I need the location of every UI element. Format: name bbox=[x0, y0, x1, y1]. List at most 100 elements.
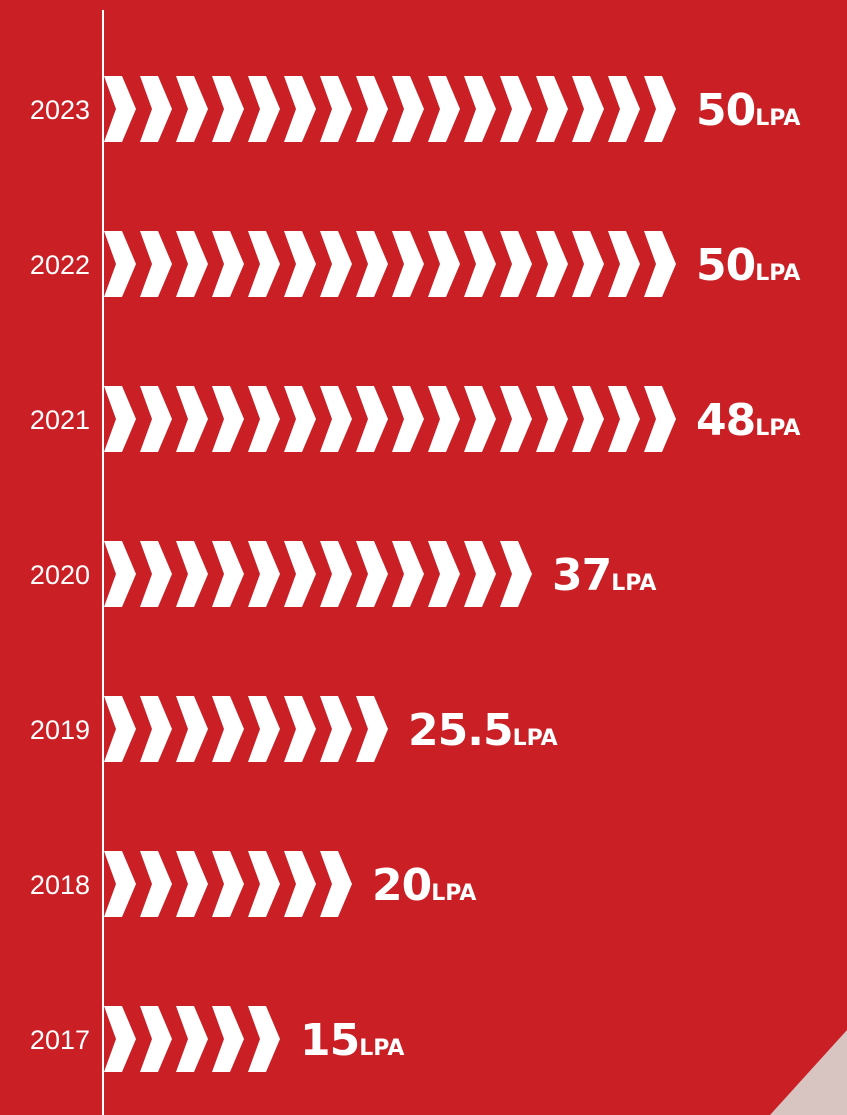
value-label-2019: 25.5LPA bbox=[408, 705, 558, 756]
chevron-mark bbox=[320, 541, 352, 607]
chevron-mark bbox=[572, 386, 604, 452]
bar-2023 bbox=[104, 76, 676, 142]
chevron-mark bbox=[248, 851, 280, 917]
chevron-mark bbox=[320, 76, 352, 142]
bar-2017 bbox=[104, 1006, 280, 1072]
value-unit: LPA bbox=[755, 106, 800, 131]
chevron-mark bbox=[392, 386, 424, 452]
chevron-mark bbox=[104, 696, 136, 762]
chevron-mark bbox=[284, 541, 316, 607]
corner-decoration bbox=[770, 1030, 847, 1115]
chevron-mark bbox=[176, 231, 208, 297]
chevron-mark bbox=[536, 231, 568, 297]
chevron-mark bbox=[176, 1006, 208, 1072]
chevron-mark bbox=[500, 231, 532, 297]
chevron-mark bbox=[572, 76, 604, 142]
value-number: 50 bbox=[696, 85, 755, 136]
chevron-mark bbox=[428, 231, 460, 297]
chevron-mark bbox=[536, 386, 568, 452]
chevron-mark bbox=[212, 696, 244, 762]
value-unit: LPA bbox=[431, 881, 476, 906]
chevron-mark bbox=[500, 76, 532, 142]
chevron-mark bbox=[320, 696, 352, 762]
year-label-2023: 2023 bbox=[30, 95, 90, 125]
chevron-mark bbox=[284, 231, 316, 297]
value-number: 37 bbox=[552, 550, 611, 601]
chevron-mark bbox=[284, 851, 316, 917]
chevron-mark bbox=[104, 1006, 136, 1072]
bar-2020 bbox=[104, 541, 532, 607]
chevron-mark bbox=[572, 231, 604, 297]
chevron-mark bbox=[284, 386, 316, 452]
year-labels-group: 2023 2022 2021 2020 2019 2018 2017 bbox=[30, 95, 90, 1055]
bar-2022 bbox=[104, 231, 676, 297]
chevron-mark bbox=[284, 76, 316, 142]
value-label-2018: 20LPA bbox=[372, 860, 476, 911]
chevron-mark bbox=[500, 386, 532, 452]
chevron-mark bbox=[464, 76, 496, 142]
chevron-mark bbox=[356, 696, 388, 762]
chevron-mark bbox=[392, 76, 424, 142]
chevron-mark bbox=[644, 76, 676, 142]
value-label-2017: 15LPA bbox=[300, 1015, 404, 1066]
chevron-mark bbox=[392, 541, 424, 607]
chevron-mark bbox=[248, 386, 280, 452]
year-label-2019: 2019 bbox=[30, 715, 90, 745]
value-number: 15 bbox=[300, 1015, 359, 1066]
chevron-mark bbox=[428, 541, 460, 607]
chevron-mark bbox=[284, 696, 316, 762]
chevron-mark bbox=[248, 231, 280, 297]
chevron-mark bbox=[140, 1006, 172, 1072]
chevron-mark bbox=[176, 76, 208, 142]
chevron-mark bbox=[140, 541, 172, 607]
chevron-mark bbox=[320, 386, 352, 452]
chevron-mark bbox=[212, 1006, 244, 1072]
bars-group bbox=[104, 76, 676, 1072]
chevron-mark bbox=[644, 231, 676, 297]
value-unit: LPA bbox=[513, 726, 558, 751]
chevron-mark bbox=[212, 231, 244, 297]
chevron-mark bbox=[212, 851, 244, 917]
chevron-mark bbox=[608, 76, 640, 142]
chevron-mark bbox=[500, 541, 532, 607]
chevron-mark bbox=[608, 386, 640, 452]
value-number: 48 bbox=[696, 395, 755, 446]
chevron-mark bbox=[356, 231, 388, 297]
chevron-mark bbox=[104, 851, 136, 917]
bar-2019 bbox=[104, 696, 388, 762]
chevron-mark bbox=[356, 386, 388, 452]
chevron-mark bbox=[320, 851, 352, 917]
chevron-mark bbox=[464, 231, 496, 297]
value-label-2022: 50LPA bbox=[696, 240, 800, 291]
chevron-mark bbox=[248, 696, 280, 762]
chevron-mark bbox=[644, 386, 676, 452]
chevron-mark bbox=[212, 386, 244, 452]
value-label-2020: 37LPA bbox=[552, 550, 656, 601]
year-label-2020: 2020 bbox=[30, 560, 90, 590]
chevron-mark bbox=[464, 541, 496, 607]
bar-2021 bbox=[104, 386, 676, 452]
chevron-mark bbox=[176, 541, 208, 607]
chevron-mark bbox=[104, 231, 136, 297]
chevron-mark bbox=[104, 76, 136, 142]
year-label-2021: 2021 bbox=[30, 405, 90, 435]
year-label-2018: 2018 bbox=[30, 870, 90, 900]
chevron-mark bbox=[140, 696, 172, 762]
chevron-mark bbox=[176, 386, 208, 452]
year-label-2017: 2017 bbox=[30, 1025, 90, 1055]
chevron-mark bbox=[356, 541, 388, 607]
value-unit: LPA bbox=[359, 1036, 404, 1061]
value-number: 25.5 bbox=[408, 705, 513, 756]
chevron-mark bbox=[140, 76, 172, 142]
chevron-mark bbox=[608, 231, 640, 297]
chevron-mark bbox=[140, 231, 172, 297]
chevron-mark bbox=[104, 541, 136, 607]
chevron-mark bbox=[212, 76, 244, 142]
year-label-2022: 2022 bbox=[30, 250, 90, 280]
chevron-mark bbox=[428, 386, 460, 452]
value-unit: LPA bbox=[755, 261, 800, 286]
chevron-mark bbox=[248, 1006, 280, 1072]
chevron-mark bbox=[248, 76, 280, 142]
value-label-2023: 50LPA bbox=[696, 85, 800, 136]
